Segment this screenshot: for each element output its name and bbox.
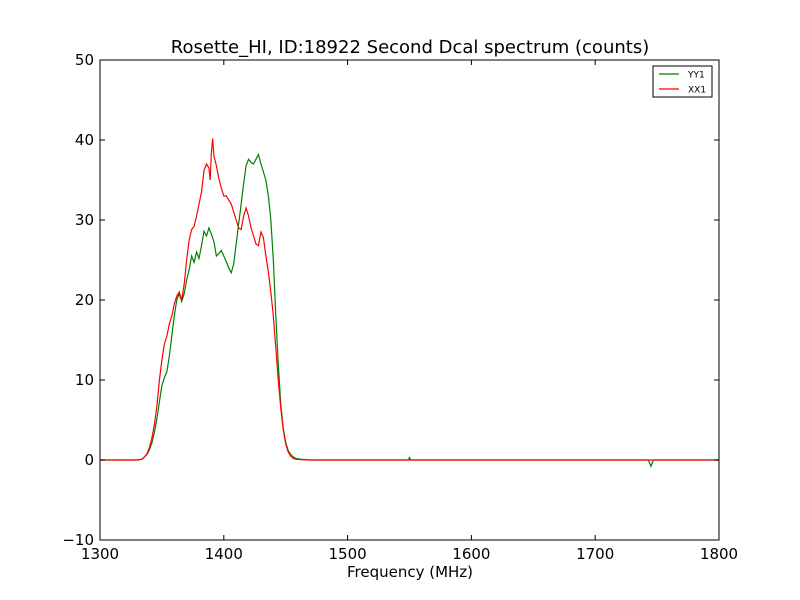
x-tick-label: 1400 [205, 545, 243, 563]
axis-ticks: 1300 1400 1500 1600 1700 1800 −10 0 10 20 30 40 50 [62, 51, 738, 563]
series-layer [100, 138, 719, 469]
y-tick-label: 0 [84, 451, 94, 469]
y-tick-label: 10 [75, 371, 94, 389]
chart-title: Rosette_HI, ID:18922 Second Dcal spectru… [171, 37, 649, 58]
x-axis-label: Frequency (MHz) [347, 563, 473, 581]
legend-label-xx1: XX1 [688, 86, 706, 96]
x-tick-label: 1300 [81, 545, 119, 563]
y-tick-label: 30 [75, 211, 94, 229]
x-tick-label: 1600 [452, 545, 490, 563]
legend-box [652, 65, 713, 98]
x-tick-label: 1700 [576, 545, 614, 563]
y-tick-label: 50 [75, 51, 94, 69]
y-tick-label: 20 [75, 291, 94, 309]
legend: YY1 XX1 [652, 65, 713, 98]
y-tick-label: 40 [75, 131, 94, 149]
y-tick-label: −10 [62, 531, 94, 549]
x-tick-label: 1500 [329, 545, 367, 563]
legend-label-yy1: YY1 [687, 71, 705, 81]
series-line-xx1 [100, 138, 719, 461]
x-tick-label: 1800 [700, 545, 738, 563]
